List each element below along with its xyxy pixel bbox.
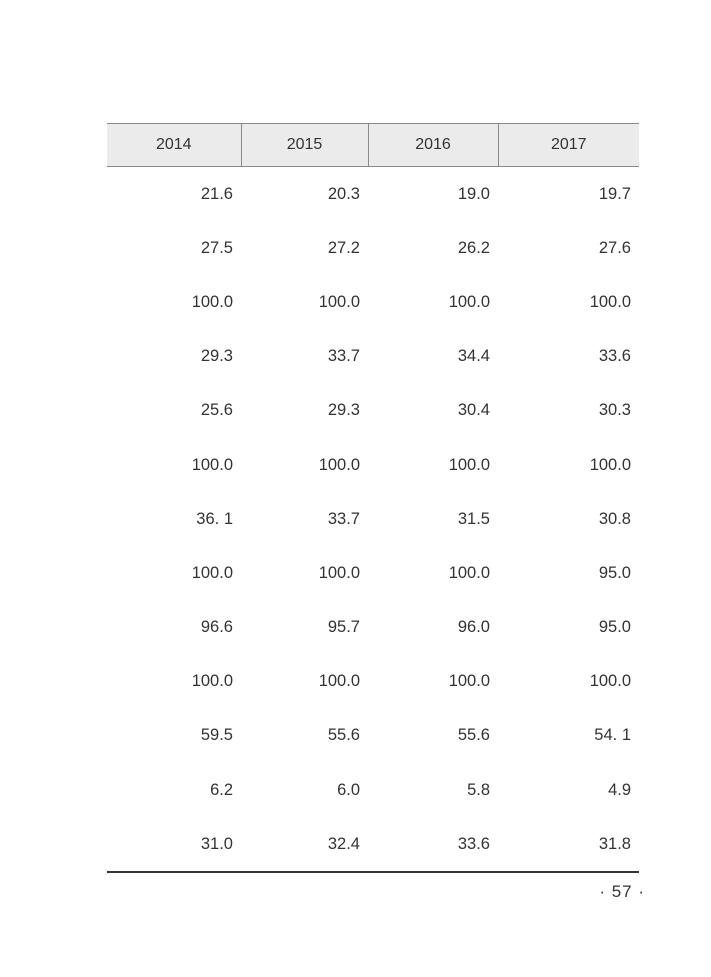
- table-cell: 29.3: [200, 347, 233, 366]
- table-cell: 30.8: [598, 509, 631, 528]
- table-cell: 25.6: [200, 401, 233, 420]
- table-cell: 100.0: [318, 563, 360, 582]
- table-cell: 96.0: [457, 618, 490, 637]
- table-cell: 5.8: [467, 780, 490, 799]
- table-cell: 6.2: [210, 780, 233, 799]
- table-cell: 100.0: [589, 292, 631, 311]
- table-cell: 55.6: [327, 726, 360, 745]
- table-cell: 19.0: [457, 184, 490, 203]
- table-cell: 4.9: [608, 780, 631, 799]
- table-row: 59.5 55.6 55.6 54. 1: [107, 709, 639, 763]
- table-cell: 27.6: [598, 238, 631, 257]
- table-cell: 33.7: [327, 347, 360, 366]
- table-cell: 96.6: [200, 618, 233, 637]
- table-cell: 31.8: [498, 817, 639, 874]
- table-cell: 27.5: [200, 238, 233, 257]
- table-cell: 100.0: [448, 292, 490, 311]
- table-cell: 31.5: [457, 509, 490, 528]
- table-cell: 100.0: [589, 455, 631, 474]
- table-cell: 19.7: [598, 184, 631, 203]
- table-row: 29.3 33.7 34.4 33.6: [107, 330, 639, 384]
- page-number: · 57 ·: [599, 882, 645, 901]
- column-header-2015: 2015: [240, 123, 368, 167]
- table-row: 25.6 29.3 30.4 30.3: [107, 384, 639, 438]
- table-cell: 21.6: [200, 184, 233, 203]
- table-cell: 100.0: [448, 563, 490, 582]
- table-cell: 100.0: [191, 672, 233, 691]
- data-table-container: 2014 2015 2016 2017 21.6 20.3 19.0 19.7 27.5 27.…: [107, 123, 639, 874]
- table-cell: 100.0: [318, 292, 360, 311]
- table-cell: 20.3: [327, 184, 360, 203]
- table-cell: 100.0: [191, 563, 233, 582]
- column-header-2016: 2016: [367, 123, 498, 167]
- table-cell: 100.0: [191, 455, 233, 474]
- table-cell: 95.0: [598, 618, 631, 637]
- table-cell: 100.0: [448, 672, 490, 691]
- table-row: 27.5 27.2 26.2 27.6: [107, 221, 639, 275]
- table-cell: 36. 1: [196, 509, 233, 528]
- table-cell: 31.0: [107, 817, 241, 874]
- table-row: 6.2 6.0 5.8 4.9: [107, 763, 639, 817]
- table-cell: 100.0: [448, 455, 490, 474]
- table-cell: 32.4: [241, 817, 368, 874]
- table-body: 21.6 20.3 19.0 19.7 27.5 27.2 26.2 27.6 100.0 100…: [107, 167, 639, 874]
- table-cell: 59.5: [200, 726, 233, 745]
- data-table: 2014 2015 2016 2017 21.6 20.3 19.0 19.7 27.5 27.…: [107, 123, 639, 874]
- table-cell: 29.3: [327, 401, 360, 420]
- table-cell: 6.0: [337, 780, 360, 799]
- table-cell: 27.2: [327, 238, 360, 257]
- table-cell: 100.0: [318, 672, 360, 691]
- table-row: 21.6 20.3 19.0 19.7: [107, 167, 639, 222]
- column-header-2014: 2014: [107, 123, 241, 167]
- table-row: 100.0 100.0 100.0 100.0: [107, 275, 639, 329]
- table-cell: 26.2: [457, 238, 490, 257]
- table-header: 2014 2015 2016 2017: [107, 123, 639, 167]
- table-cell: 30.3: [598, 401, 631, 420]
- table-cell: 100.0: [191, 292, 233, 311]
- table-cell: 30.4: [457, 401, 490, 420]
- table-row: 96.6 95.7 96.0 95.0: [107, 601, 639, 655]
- table-cell: 33.6: [368, 817, 498, 874]
- table-cell: 100.0: [318, 455, 360, 474]
- table-row: 100.0 100.0 100.0 95.0: [107, 546, 639, 600]
- table-row: 100.0 100.0 100.0 100.0: [107, 655, 639, 709]
- table-cell: 95.0: [598, 563, 631, 582]
- table-cell: 95.7: [327, 618, 360, 637]
- header-row: 2014 2015 2016 2017: [107, 123, 639, 167]
- table-row: 36. 1 33.7 31.5 30.8: [107, 492, 639, 546]
- column-header-2017: 2017: [497, 123, 639, 167]
- table-cell: 33.7: [327, 509, 360, 528]
- table-row: 100.0 100.0 100.0 100.0: [107, 438, 639, 492]
- table-cell: 55.6: [457, 726, 490, 745]
- table-cell: 34.4: [457, 347, 490, 366]
- table-cell: 100.0: [589, 672, 631, 691]
- table-row: 31.0 32.4 33.6 31.8: [107, 817, 639, 874]
- table-cell: 33.6: [598, 347, 631, 366]
- table-cell: 54. 1: [594, 726, 631, 745]
